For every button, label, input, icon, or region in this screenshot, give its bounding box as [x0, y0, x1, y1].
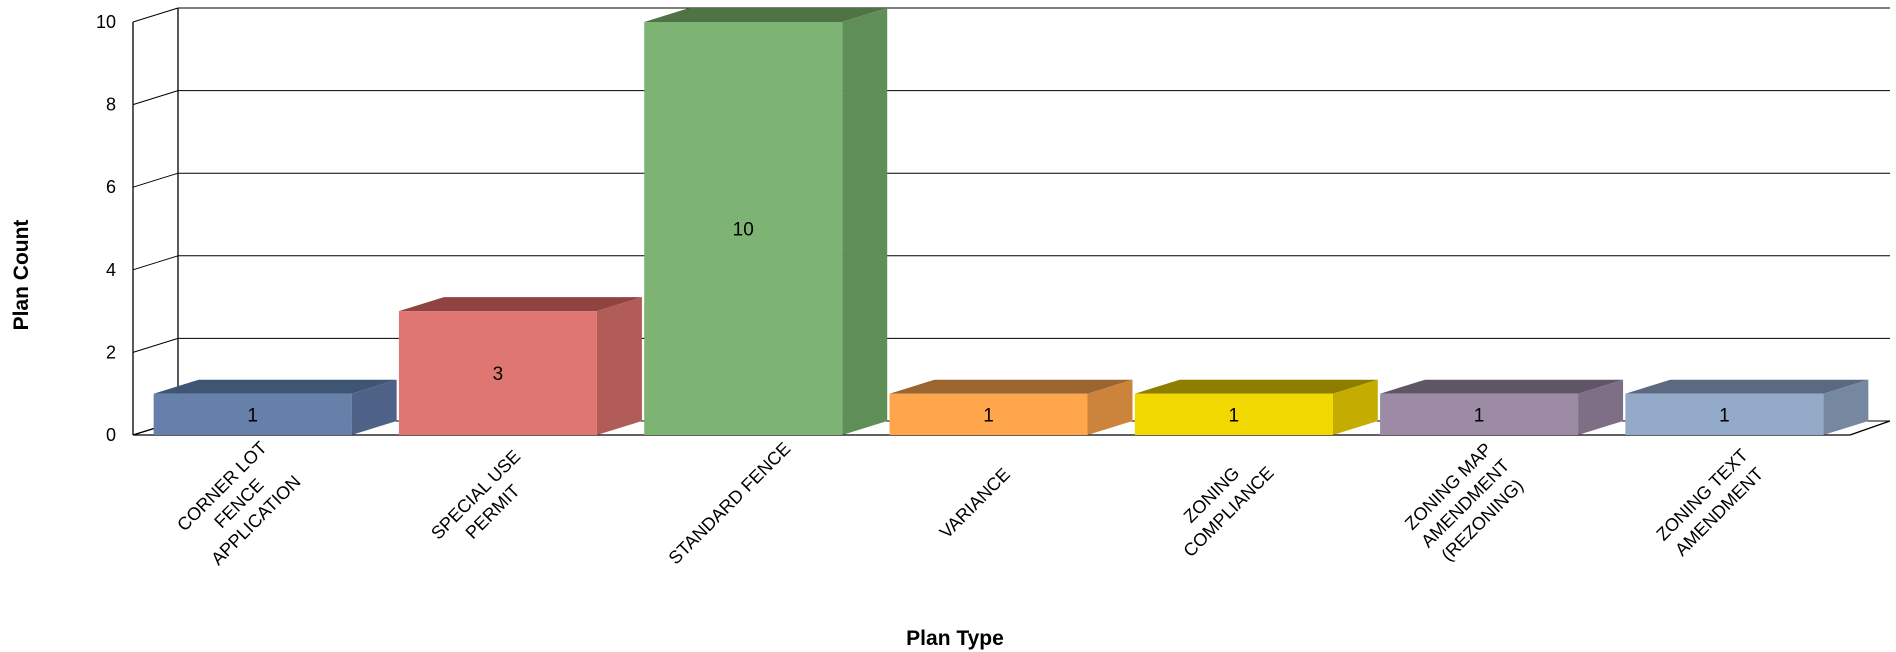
bar-top [1380, 379, 1624, 394]
bar: 10 [644, 8, 888, 435]
bar-top [153, 379, 397, 394]
bar-front [644, 22, 843, 435]
gridline-side [132, 7, 179, 23]
gridline-side [132, 255, 179, 271]
gridline-side [132, 90, 179, 106]
bar-top [1134, 379, 1378, 394]
y-tick-label: 6 [106, 177, 116, 197]
bar-top [1625, 379, 1869, 394]
bar: 1 [889, 379, 1133, 435]
x-tick-label-line: STANDARD FENCE [665, 438, 795, 568]
data-label: 1 [1228, 405, 1239, 426]
bar-top [644, 8, 888, 22]
x-tick-label: VARIANCE [936, 464, 1014, 542]
bar-top [398, 297, 642, 312]
gridline-side [132, 337, 179, 353]
bar-front [1380, 393, 1579, 435]
x-axis-title: Plan Type [906, 627, 1004, 650]
gridline-side [132, 172, 179, 188]
y-tick-label: 10 [96, 12, 116, 32]
data-label: 1 [1719, 405, 1730, 426]
bar-front [153, 393, 352, 435]
bar-side [351, 379, 397, 435]
bar-front [398, 311, 597, 435]
x-tick-label: STANDARD FENCE [665, 438, 795, 568]
data-label: 1 [247, 405, 258, 426]
bar-side [1087, 379, 1133, 435]
data-label: 1 [983, 405, 994, 426]
y-tick-label: 2 [106, 342, 116, 362]
x-tick-label-line: VARIANCE [936, 464, 1014, 542]
data-label: 10 [733, 220, 754, 241]
y-axis-title: Plan Count [10, 220, 33, 331]
y-tick-labels: 0 2 4 6 8 10 [96, 12, 116, 445]
bar: 1 [1625, 379, 1869, 435]
bar-side [596, 297, 642, 435]
bar-top [889, 379, 1133, 394]
bars: 1 3 10 1 1 1 1 [153, 8, 1869, 435]
bar-front [1134, 393, 1333, 435]
bar: 1 [1380, 379, 1624, 435]
bar-front [1625, 393, 1824, 435]
bar: 1 [153, 379, 397, 435]
bar: 1 [1134, 379, 1378, 435]
bar-side [842, 8, 888, 435]
bar: 3 [398, 297, 642, 435]
y-tick-label: 4 [106, 260, 116, 280]
gridlines [132, 7, 1890, 436]
y-tick-label: 0 [106, 425, 116, 445]
data-label: 3 [493, 364, 504, 385]
chart-walls [132, 8, 1891, 436]
y-tick-label: 8 [106, 95, 116, 115]
data-label: 1 [1474, 405, 1485, 426]
bar-front [889, 393, 1088, 435]
bar-side [1332, 379, 1378, 435]
bar-side [1823, 379, 1869, 435]
floor-right-edge [1849, 420, 1891, 436]
bar-side [1578, 379, 1624, 435]
